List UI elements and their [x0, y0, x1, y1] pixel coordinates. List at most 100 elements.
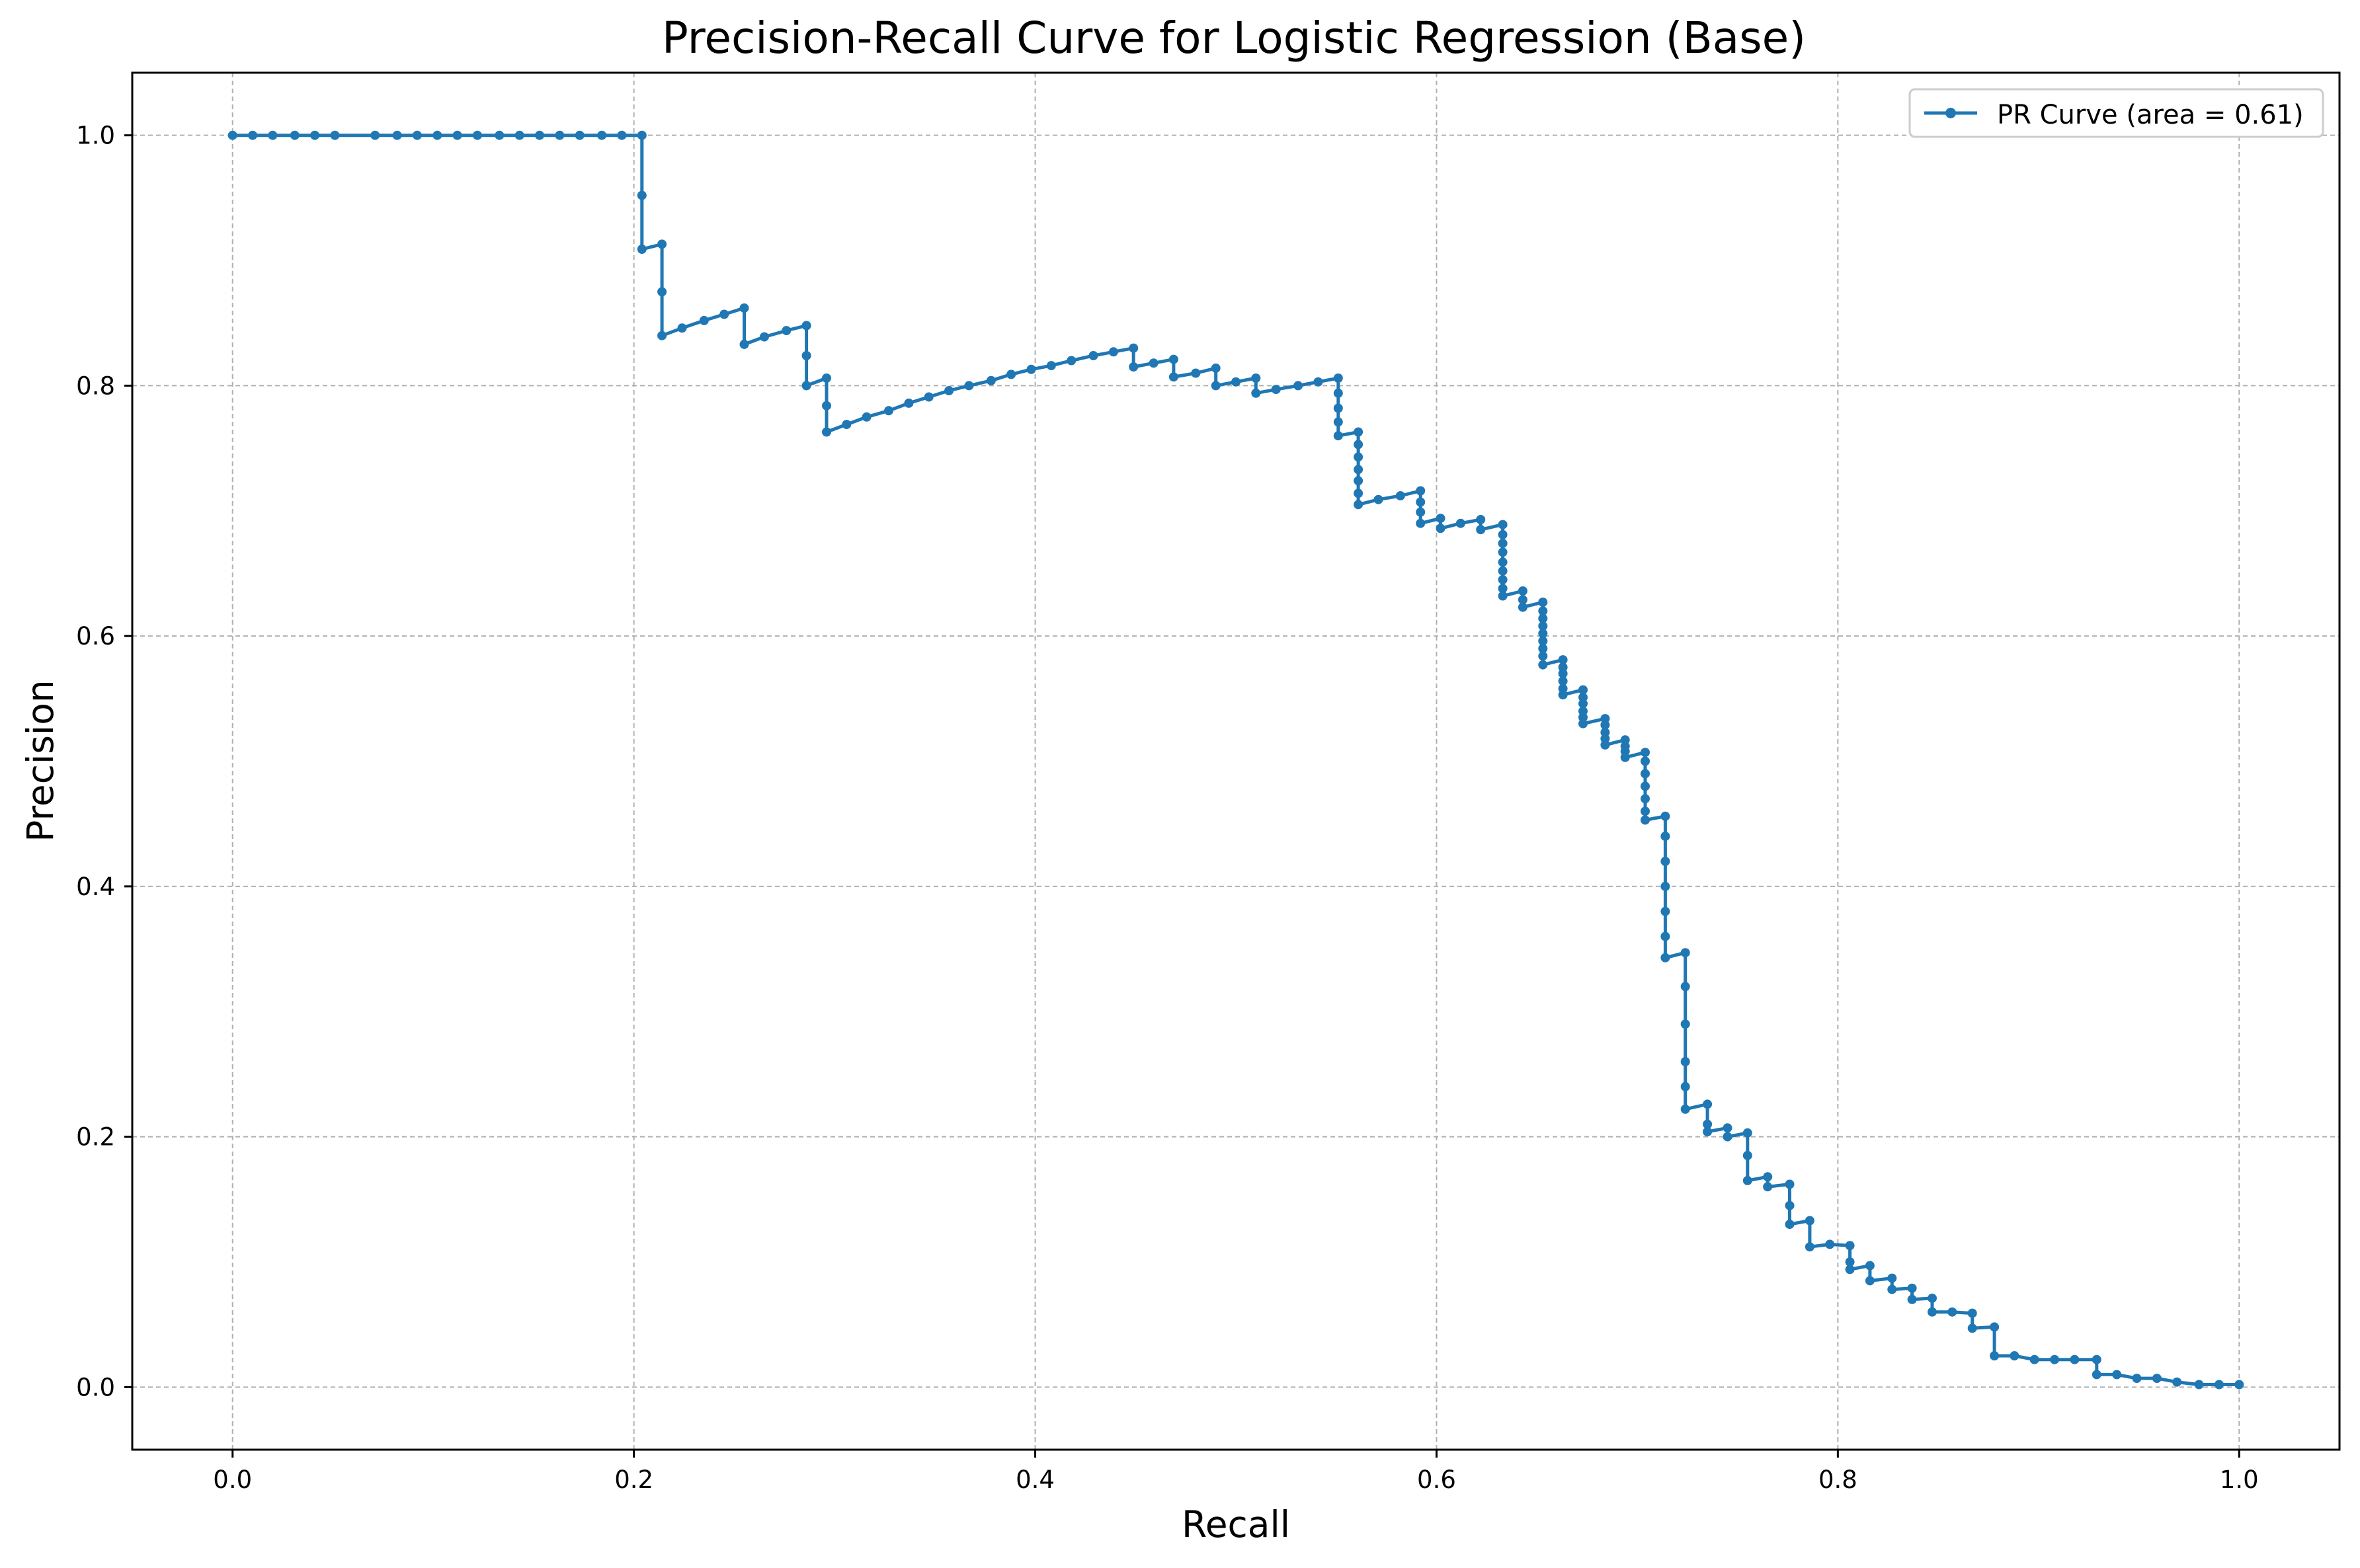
- pr-curve-point: [1825, 1239, 1835, 1249]
- pr-curve-point: [657, 331, 667, 340]
- pr-curve-point: [1538, 606, 1548, 616]
- pr-curve-point: [1354, 489, 1363, 498]
- pr-curve-point: [1251, 388, 1261, 398]
- pr-curve-point: [1763, 1182, 1773, 1192]
- pr-curve-point: [2092, 1354, 2101, 1364]
- pr-curve-point: [1538, 651, 1548, 661]
- x-tick-label: 0.6: [1417, 1466, 1456, 1494]
- plot-frame: [131, 71, 2341, 1451]
- pr-curve-point: [1660, 953, 1670, 962]
- y-tick-label: 0.8: [76, 372, 115, 400]
- pr-curve-point: [1641, 756, 1650, 766]
- pr-curve-point: [964, 381, 974, 391]
- pr-curve-point: [1703, 1099, 1713, 1109]
- pr-curve-point: [1518, 602, 1527, 612]
- pr-curve-point: [2029, 1354, 2039, 1364]
- pr-curve-point: [1990, 1322, 2000, 1332]
- pr-curve-point: [1660, 832, 1670, 842]
- pr-curve-point: [759, 332, 769, 342]
- pr-curve-point: [1416, 486, 1426, 496]
- pr-curve-point: [904, 398, 914, 408]
- series-layer: [227, 130, 2244, 1390]
- pr-curve-point: [1887, 1284, 1897, 1294]
- pr-curve-point: [514, 130, 524, 140]
- pr-curve-point: [1211, 381, 1221, 391]
- pr-curve-point: [657, 239, 667, 249]
- pr-curve-point: [1211, 363, 1221, 373]
- pr-curve-point: [1046, 361, 1056, 371]
- pr-curve-line: [232, 134, 2240, 1386]
- pr-curve-point: [1191, 368, 1201, 378]
- pr-curve-point: [1680, 1019, 1690, 1029]
- pr-curve-point: [801, 321, 811, 331]
- pr-curve-point: [1845, 1257, 1855, 1267]
- pr-curve-point: [1416, 518, 1426, 528]
- pr-curve-point: [535, 130, 544, 140]
- pr-curve-point: [1641, 806, 1650, 816]
- y-tick-label: 0.0: [76, 1373, 115, 1401]
- pr-curve-point: [822, 401, 831, 411]
- pr-curve-point: [2234, 1380, 2244, 1390]
- pr-curve-point: [1641, 781, 1650, 791]
- pr-curve-point: [1578, 719, 1588, 728]
- pr-curve-point: [1967, 1308, 1977, 1318]
- pr-curve-point: [657, 287, 667, 297]
- pr-curve-point: [944, 386, 954, 395]
- pr-curve-point: [1293, 381, 1303, 391]
- x-tick-label: 1.0: [2220, 1466, 2259, 1494]
- pr-curve-point: [884, 406, 893, 416]
- pr-curve-point: [1928, 1307, 1937, 1317]
- pr-curve-point: [1723, 1123, 1732, 1133]
- pr-curve-point: [1067, 356, 1077, 366]
- pr-curve-point: [1498, 557, 1508, 567]
- pr-curve-point: [699, 315, 709, 325]
- pr-curve-point: [842, 420, 852, 430]
- pr-curve-point: [1498, 574, 1508, 584]
- pr-curve-point: [412, 130, 422, 140]
- pr-curve-point: [330, 130, 340, 140]
- pr-curve-point: [1373, 494, 1383, 504]
- pr-curve-point: [1742, 1175, 1752, 1185]
- pr-curve-point: [1436, 524, 1445, 533]
- pr-curve-point: [1354, 440, 1363, 450]
- pr-curve-point: [1742, 1128, 1752, 1138]
- pr-curve-point: [1333, 431, 1343, 441]
- pr-curve-point: [1680, 1057, 1690, 1066]
- pr-curve-point: [2050, 1354, 2060, 1364]
- pr-curve-point: [1578, 685, 1588, 695]
- y-tick-label: 0.2: [76, 1123, 115, 1152]
- pr-curve-point: [1333, 373, 1343, 383]
- pr-curve-point: [1498, 520, 1508, 529]
- pr-curve-point: [1641, 815, 1650, 825]
- pr-curve-point: [1600, 720, 1610, 730]
- pr-curve-point: [2194, 1380, 2204, 1390]
- axis-ticks: 0.0 0.2 0.4 0.6 0.8 1.0 0.0 0.2 0.4 0.6 0.8 1.0: [76, 122, 2259, 1494]
- pr-curve-point: [227, 130, 237, 140]
- pr-curve-point: [801, 351, 811, 360]
- x-tick-label: 0.2: [614, 1466, 653, 1494]
- pr-curve-point: [310, 130, 320, 140]
- pr-curve-point: [1455, 518, 1465, 528]
- pr-curve-point: [1558, 655, 1568, 665]
- pr-curve-point: [1907, 1283, 1917, 1293]
- chart-title: Precision-Recall Curve for Logistic Regr…: [662, 13, 1806, 63]
- pr-curve-point: [1785, 1179, 1795, 1189]
- pr-curve-point: [472, 130, 482, 140]
- pr-curve-point: [1006, 370, 1016, 379]
- pr-curve-point: [1660, 931, 1670, 941]
- pr-curve-point: [495, 130, 505, 140]
- pr-curve-point: [1108, 347, 1118, 357]
- pr-curve-point: [1476, 515, 1486, 524]
- pr-curve-point: [1498, 529, 1508, 539]
- pr-curve-point: [1538, 644, 1548, 654]
- pr-curve-point: [2132, 1374, 2142, 1384]
- pr-curve-point: [1845, 1265, 1855, 1274]
- pr-curve-point: [1680, 1081, 1690, 1091]
- pr-curve-point: [782, 326, 792, 336]
- pr-curve-point: [1703, 1119, 1713, 1129]
- pr-curve-point: [555, 130, 565, 140]
- pr-curve-point: [1865, 1276, 1875, 1286]
- pr-curve-point: [986, 375, 996, 385]
- pr-curve-point: [1436, 514, 1445, 524]
